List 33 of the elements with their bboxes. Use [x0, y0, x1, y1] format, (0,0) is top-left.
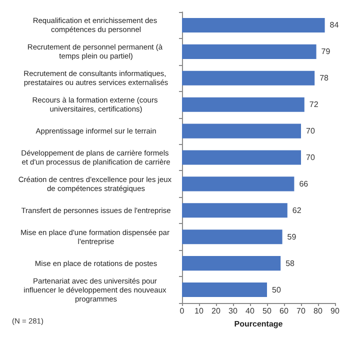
x-tick-label: 0	[180, 306, 185, 316]
data-label: 70	[306, 153, 316, 162]
bar	[182, 230, 282, 244]
data-label: 79	[321, 47, 331, 56]
bar	[182, 44, 316, 59]
data-label: 84	[330, 20, 340, 30]
bar	[182, 203, 288, 218]
bar	[182, 124, 301, 138]
data-label: 59	[287, 232, 297, 242]
bar	[182, 282, 267, 298]
x-tick-label: 40	[246, 306, 255, 316]
data-label: 72	[309, 100, 319, 110]
bar	[182, 176, 294, 192]
data-label: 78	[320, 74, 330, 83]
data-label: 62	[292, 206, 302, 215]
data-label: 58	[286, 258, 296, 268]
bar	[182, 97, 304, 112]
bar	[182, 70, 315, 86]
x-tick-label: 30	[228, 306, 238, 316]
x-tick-label: 50	[262, 306, 272, 316]
x-tick-label: 60	[280, 306, 289, 316]
data-label: 70	[306, 126, 316, 136]
bar	[182, 150, 301, 165]
x-tick-label: 70	[296, 306, 306, 316]
bar	[182, 18, 325, 32]
x-tick-label: 10	[194, 306, 204, 316]
bar	[182, 256, 281, 271]
x-tick-label: 80	[314, 306, 323, 316]
data-label: 66	[299, 179, 309, 188]
x-axis-title: Pourcentage	[234, 319, 284, 328]
data-label: 50	[272, 285, 282, 294]
x-tick-label: 90	[330, 306, 340, 316]
x-tick-label: 20	[212, 306, 221, 316]
